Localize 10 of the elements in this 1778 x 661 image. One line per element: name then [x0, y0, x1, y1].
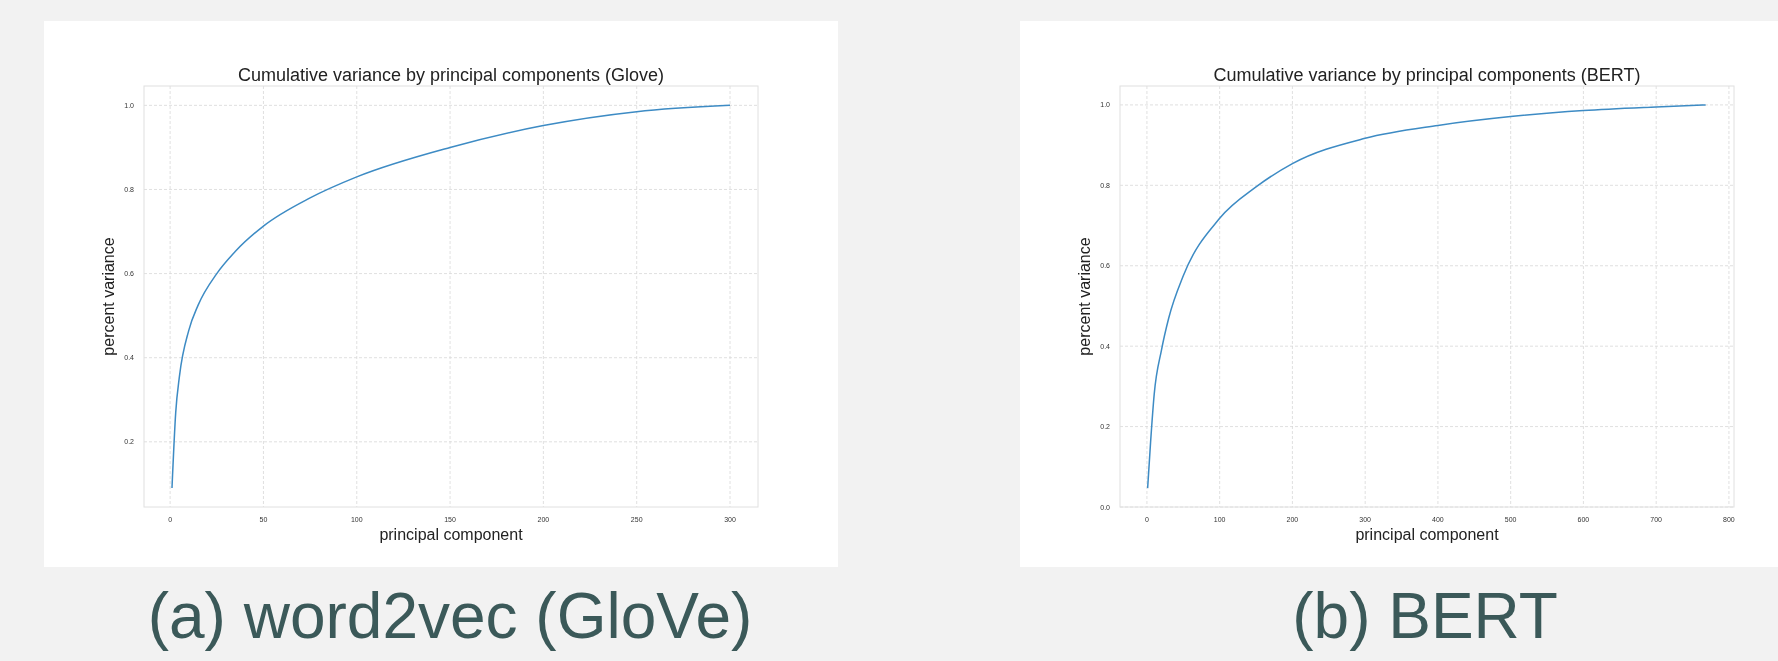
x-axis-title: principal component	[379, 526, 524, 543]
x-axis-title: principal component	[1355, 526, 1500, 543]
line-series	[1146, 104, 1707, 489]
line-series	[171, 104, 731, 489]
chart-title: Cumulative variance by principal components (BERT)	[1213, 65, 1641, 85]
y-axis-title: percent variance	[100, 237, 117, 356]
text: (b) BERT	[1292, 580, 1558, 652]
chart-title: Cumulative variance by principal components (Glove)	[237, 65, 665, 85]
text: (a) word2vec (GloVe)	[147, 580, 753, 652]
y-axis-title: percent variance	[1076, 237, 1093, 356]
